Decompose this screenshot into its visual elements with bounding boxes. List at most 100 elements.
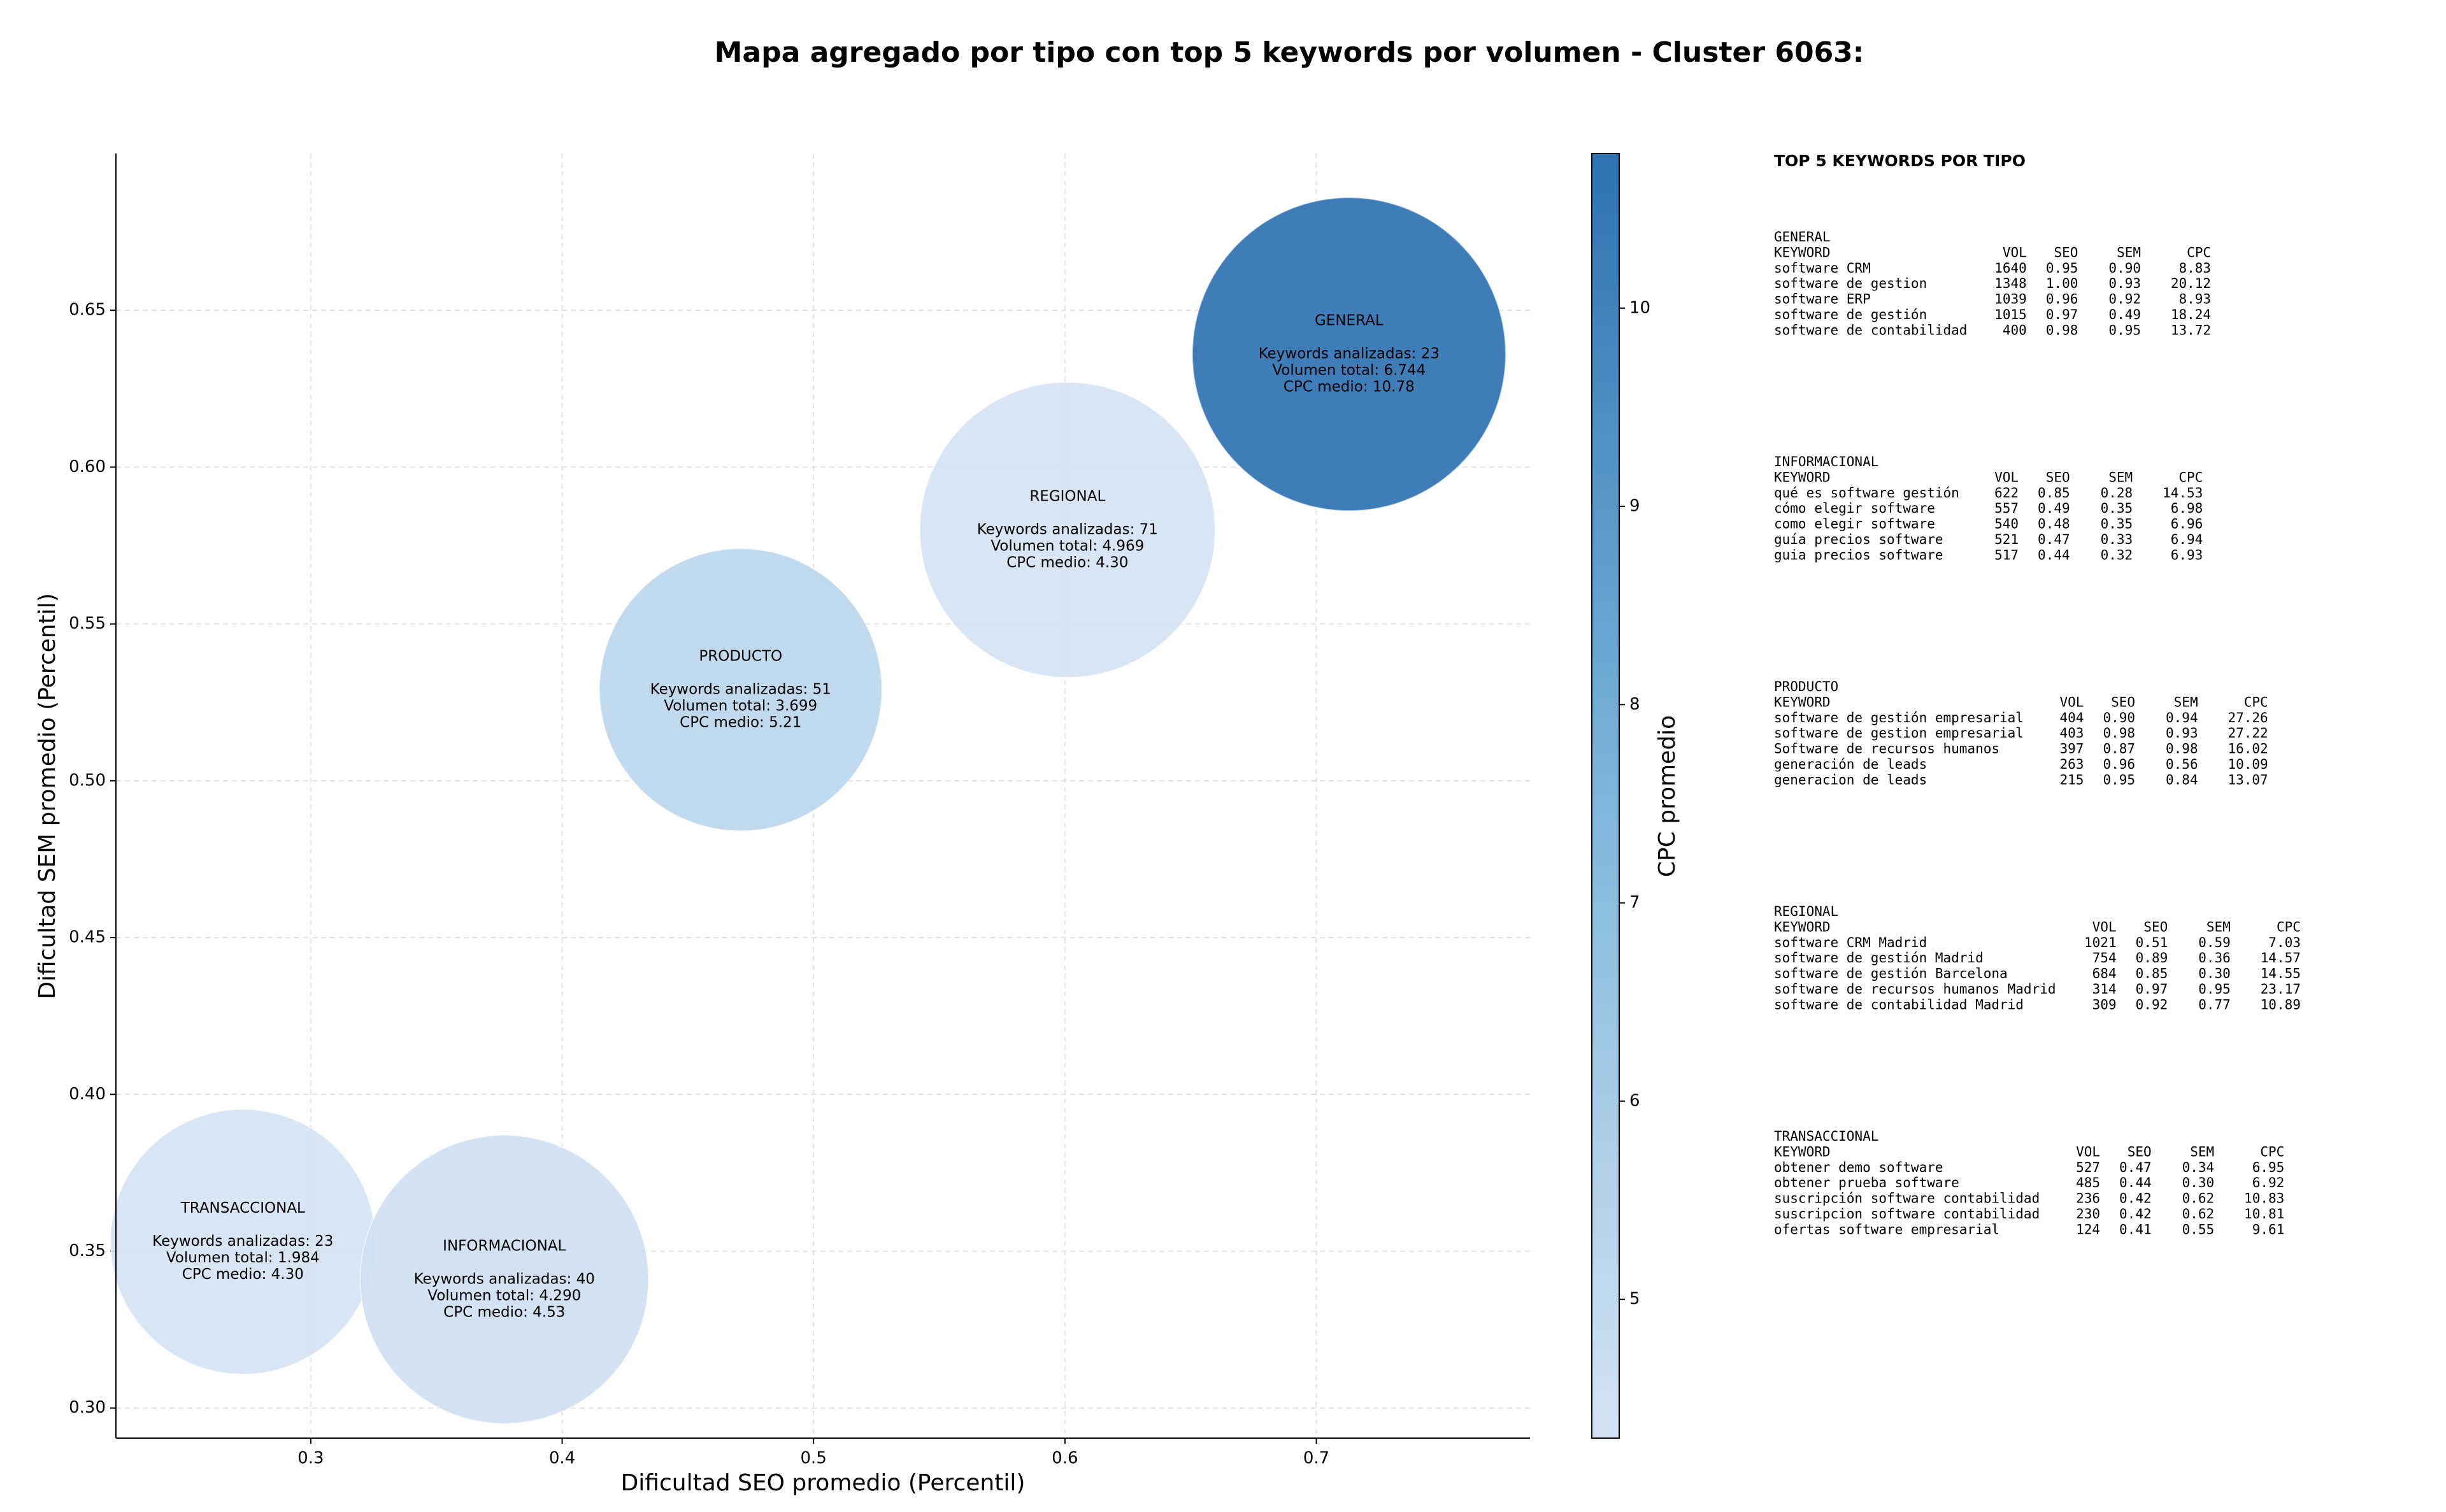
table-cell: software de gestión empresarial xyxy=(1774,710,2024,725)
table-cell: 0.32 xyxy=(2101,547,2133,562)
table-cell: 0.47 xyxy=(2038,532,2070,547)
y-tick-label: 0.40 xyxy=(69,1085,106,1104)
table-cell: 0.33 xyxy=(2101,532,2133,547)
table-header: SEO xyxy=(2143,919,2168,934)
bubble-annotation: Volumen total: 6.744 xyxy=(1272,362,1426,379)
table-cell: 0.90 xyxy=(2103,710,2135,725)
x-tick-label: 0.4 xyxy=(549,1449,575,1468)
table-cell: 6.95 xyxy=(2252,1160,2285,1175)
bubbles xyxy=(110,197,1506,1425)
table-header: VOL xyxy=(1994,469,2019,485)
table-cell: como elegir software xyxy=(1774,517,1935,532)
table-cell: 10.89 xyxy=(2261,997,2301,1012)
table-cell: 16.02 xyxy=(2228,741,2268,757)
table-header: CPC xyxy=(2244,694,2268,710)
bubble-annotation: Keywords analizadas: 23 xyxy=(1259,346,1440,362)
table-cell: cómo elegir software xyxy=(1774,501,1935,516)
table-cell: 6.98 xyxy=(2171,501,2203,516)
table-cell: 0.51 xyxy=(2136,935,2168,950)
table-cell: 521 xyxy=(1994,532,2019,547)
table-cell: 7.03 xyxy=(2268,935,2301,950)
table-cell: ofertas software empresarial xyxy=(1774,1222,1999,1237)
table-cell: 0.95 xyxy=(2108,322,2141,338)
bubble-annotation: Keywords analizadas: 51 xyxy=(650,681,831,698)
x-axis-label: Dificultad SEO promedio (Percentil) xyxy=(621,1470,1026,1496)
table-cell: 1640 xyxy=(1994,260,2027,276)
y-tick-label: 0.55 xyxy=(69,614,106,633)
bubble-name: GENERAL xyxy=(1315,313,1384,329)
table-header: KEYWORD xyxy=(1774,469,1831,485)
table-cell: 0.62 xyxy=(2182,1191,2215,1206)
table-cell: 0.56 xyxy=(2166,757,2198,772)
group-name: PRODUCTO xyxy=(1774,679,1838,694)
table-cell: software CRM xyxy=(1774,260,1871,276)
table-cell: suscripción software contabilidad xyxy=(1774,1191,2040,1206)
y-tick-label: 0.65 xyxy=(69,301,106,320)
table-cell: 622 xyxy=(1994,485,2019,501)
table-cell: 0.89 xyxy=(2136,950,2168,966)
table-header: SEM xyxy=(2108,469,2133,485)
table-cell: 0.93 xyxy=(2166,725,2198,741)
colorbar-tick-label: 7 xyxy=(1629,893,1640,912)
table-cell: 13.07 xyxy=(2228,772,2268,787)
table-cell: 0.97 xyxy=(2046,307,2078,322)
table-header: KEYWORD xyxy=(1774,245,1831,260)
table-cell: 1021 xyxy=(2084,935,2117,950)
table-header: SEM xyxy=(2190,1144,2214,1159)
table-cell: 0.28 xyxy=(2101,485,2133,501)
colorbar xyxy=(1591,153,1620,1439)
table-cell: software de gestión Madrid xyxy=(1774,950,1984,966)
table-cell: 1.00 xyxy=(2046,276,2078,291)
panel-title: TOP 5 KEYWORDS POR TIPO xyxy=(1774,152,2026,170)
table-cell: 6.92 xyxy=(2252,1175,2285,1190)
table-cell: 0.47 xyxy=(2119,1160,2152,1175)
bubble xyxy=(1191,197,1506,512)
table-cell: 403 xyxy=(2059,725,2084,741)
table-cell: 485 xyxy=(2076,1175,2100,1190)
table-cell: 0.30 xyxy=(2198,966,2231,981)
table-cell: qué es software gestión xyxy=(1774,485,1959,501)
colorbar-tick-label: 5 xyxy=(1629,1290,1640,1309)
table-header: SEM xyxy=(2206,919,2231,934)
y-tick-label: 0.60 xyxy=(69,457,106,476)
table-cell: 684 xyxy=(2092,966,2117,981)
bubble-annotation: CPC medio: 4.30 xyxy=(1006,554,1128,571)
table-cell: 309 xyxy=(2092,997,2117,1012)
group-name: INFORMACIONAL xyxy=(1774,454,1878,469)
bubble-annotation: CPC medio: 5.21 xyxy=(680,715,801,731)
table-cell: 9.61 xyxy=(2252,1222,2285,1237)
table-cell: 0.98 xyxy=(2046,322,2078,338)
table-header: CPC xyxy=(2260,1144,2284,1159)
table-cell: 0.30 xyxy=(2182,1175,2215,1190)
x-tick-label: 0.3 xyxy=(297,1449,324,1468)
y-tick-label: 0.50 xyxy=(69,771,106,790)
bubble-name: REGIONAL xyxy=(1029,488,1105,504)
table-cell: 27.26 xyxy=(2228,710,2268,725)
table-cell: 10.83 xyxy=(2244,1191,2284,1206)
bubble xyxy=(359,1134,650,1425)
table-cell: generación de leads xyxy=(1774,757,1927,772)
table-cell: 0.62 xyxy=(2182,1206,2215,1222)
table-cell: 0.44 xyxy=(2119,1175,2152,1190)
table-cell: 230 xyxy=(2076,1206,2100,1222)
table-cell: 754 xyxy=(2092,950,2117,966)
group-name: TRANSACCIONAL xyxy=(1774,1129,1878,1144)
table-cell: 14.53 xyxy=(2163,485,2203,501)
table-cell: 0.44 xyxy=(2038,547,2070,562)
bubble-annotation: Volumen total: 3.699 xyxy=(664,698,817,715)
table-header: SEM xyxy=(2174,694,2198,710)
table-cell: 0.59 xyxy=(2198,935,2231,950)
table-cell: software de gestión xyxy=(1774,307,1927,322)
table-header: SEO xyxy=(2054,245,2078,260)
table-header: SEO xyxy=(2128,1144,2152,1159)
bubble-name: TRANSACCIONAL xyxy=(180,1200,305,1216)
table-cell: 0.92 xyxy=(2136,997,2168,1012)
group-name: REGIONAL xyxy=(1774,904,1838,919)
bubble-annotation: Keywords analizadas: 71 xyxy=(977,521,1158,538)
table-cell: 0.49 xyxy=(2108,307,2141,322)
table-cell: 0.90 xyxy=(2108,260,2141,276)
x-tick-label: 0.6 xyxy=(1052,1449,1078,1468)
table-cell: 0.96 xyxy=(2046,292,2078,307)
table-cell: 0.95 xyxy=(2046,260,2078,276)
table-cell: 517 xyxy=(1994,547,2019,562)
